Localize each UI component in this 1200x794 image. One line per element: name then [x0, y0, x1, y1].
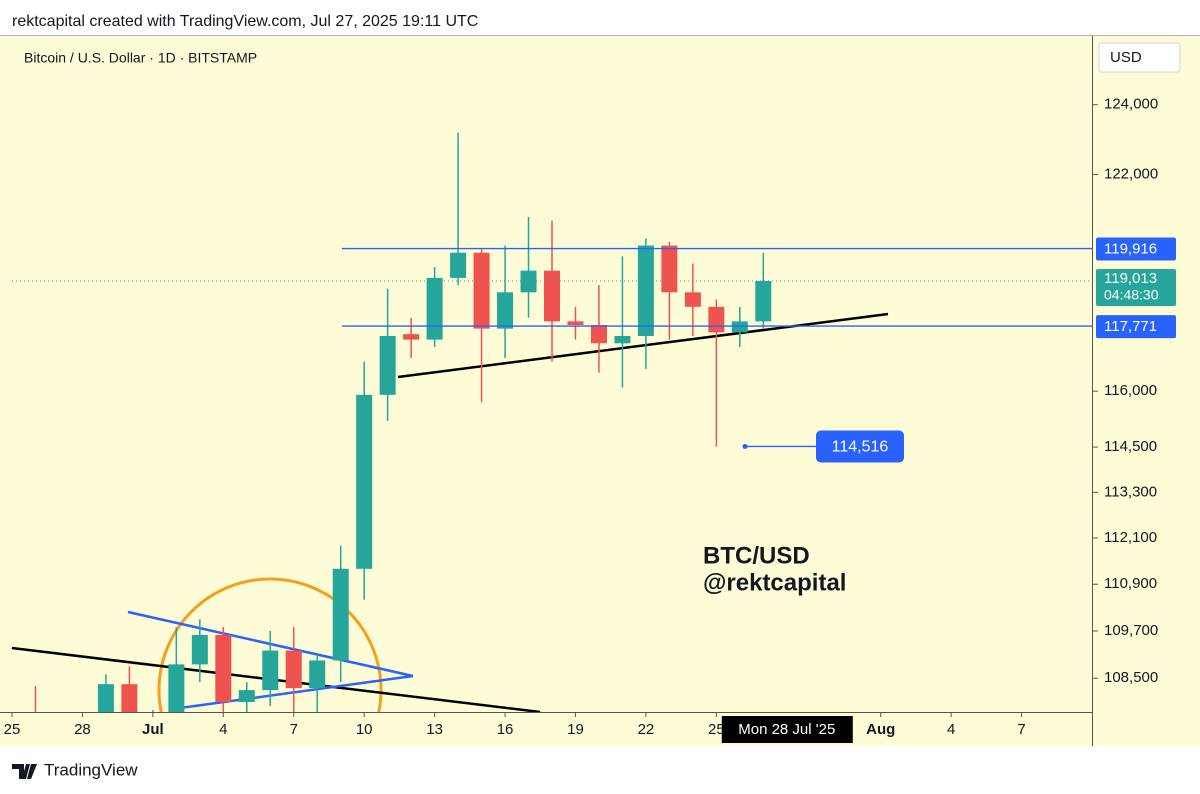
- x-tick-label: Aug: [866, 721, 895, 738]
- x-tick-label: 4: [219, 721, 227, 738]
- candle-body: [684, 292, 701, 307]
- candle-body: [497, 292, 514, 329]
- candle-body: [262, 650, 279, 691]
- candle-body: [121, 684, 138, 712]
- candle-body: [332, 568, 349, 661]
- x-tick-label: 25: [708, 721, 725, 738]
- candles: [34, 132, 772, 712]
- chart-background: [0, 36, 1200, 746]
- crosshair-label: Mon 28 Jul '25: [738, 721, 835, 738]
- candle-body: [238, 690, 255, 703]
- crosshair-box: [721, 716, 853, 743]
- level-label: 117,771: [1104, 318, 1157, 335]
- level-label: 119,916: [1104, 241, 1157, 258]
- last-price-box: [1096, 269, 1176, 307]
- candle-body: [755, 281, 772, 322]
- annotation: BTC/USD: [703, 542, 810, 569]
- candle-body: [708, 306, 725, 333]
- x-tick-label: 28: [74, 721, 91, 738]
- candle-body: [191, 634, 208, 665]
- candle-body: [450, 252, 467, 278]
- x-tick-label: 16: [497, 721, 514, 738]
- currency[interactable]: USD: [1110, 49, 1142, 66]
- header: rektcapital created with TradingView.com…: [12, 13, 478, 30]
- x-tick-label: 22: [638, 721, 655, 738]
- candle-body: [567, 321, 584, 326]
- candle-body: [97, 684, 114, 712]
- x-tick-label: 10: [356, 721, 373, 738]
- footer: TradingView: [44, 760, 138, 779]
- y-tick-label: 108,500: [1104, 669, 1158, 686]
- candle-body: [473, 252, 490, 329]
- y-tick-label: 114,500: [1104, 438, 1157, 455]
- level-label-box: [1096, 315, 1176, 339]
- y-tick-label: 116,000: [1104, 382, 1157, 399]
- x-axis: 25 28 Jul 4 7 10 13 16 19 22 25 Aug 4 7: [4, 712, 1026, 738]
- logo: TradingView: [12, 760, 138, 779]
- trendline: [397, 312, 889, 379]
- level-label-box: [1096, 237, 1176, 261]
- triangle-line: [179, 674, 414, 710]
- x-tick-label: 13: [426, 721, 443, 738]
- drawings: [11, 312, 889, 712]
- candle-body: [426, 277, 443, 340]
- x-tick-label: Jul: [142, 721, 164, 738]
- logo-icon: [12, 764, 37, 779]
- x-tick-label: 7: [1017, 721, 1025, 738]
- candle-body: [285, 650, 302, 689]
- candle-body: [309, 660, 326, 689]
- y-tick-label: 124,000: [1104, 96, 1158, 113]
- x-tick-label: 19: [567, 721, 584, 738]
- candle-body: [544, 270, 560, 322]
- countdown: 04:48:30: [1104, 287, 1159, 303]
- candle-body: [403, 334, 420, 340]
- highlight-circle: [157, 577, 383, 712]
- currency-box[interactable]: [1098, 42, 1181, 73]
- y-tick-label: 109,700: [1104, 622, 1158, 639]
- candle-body: [379, 335, 396, 395]
- y-tick-label: 113,300: [1104, 483, 1157, 500]
- callout-label: 114,516: [832, 439, 889, 456]
- y-tick-label: 110,900: [1104, 575, 1157, 592]
- x-tick-label: 25: [4, 721, 21, 738]
- candle-body: [614, 335, 631, 344]
- callout-box: [816, 430, 904, 463]
- candle-body: [590, 325, 607, 344]
- candle-body: [356, 394, 373, 569]
- x-tick-label: 7: [290, 721, 298, 738]
- y-tick-label: 112,100: [1104, 529, 1157, 546]
- x-tick-label: 4: [947, 721, 955, 738]
- annotation: @rektcapital: [703, 569, 846, 596]
- candle-body: [731, 321, 748, 333]
- candle-body: [637, 245, 654, 336]
- candle-body: [168, 664, 185, 712]
- chart-title: Bitcoin / U.S. Dollar · 1D · BITSTAMP: [24, 50, 257, 66]
- last-price-label: 119,013: [1104, 270, 1157, 287]
- candle-body: [215, 634, 232, 703]
- candle-body: [661, 245, 678, 293]
- y-tick-label: 122,000: [1104, 166, 1158, 183]
- callout-dot: [742, 443, 748, 449]
